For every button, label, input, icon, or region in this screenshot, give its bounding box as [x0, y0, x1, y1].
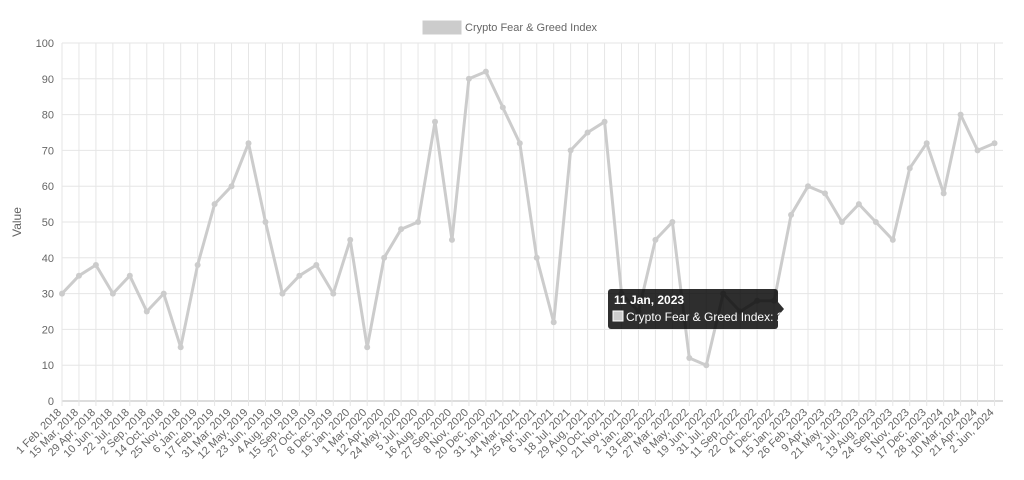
- data-point[interactable]: [872, 219, 879, 225]
- legend-swatch: [422, 20, 462, 35]
- y-tick-label: 40: [42, 253, 54, 265]
- data-point[interactable]: [228, 183, 235, 190]
- data-point[interactable]: [279, 290, 286, 297]
- y-axis: 0 10 20 30 40 50 60 70 80 90 100: [36, 38, 54, 408]
- data-point[interactable]: [262, 219, 269, 225]
- data-point[interactable]: [194, 261, 201, 268]
- tooltip: 11 Jan, 2023 Crypto Fear & Greed Index: …: [608, 289, 790, 329]
- y-tick-label: 90: [42, 74, 54, 86]
- y-tick-label: 80: [42, 110, 54, 122]
- data-point[interactable]: [398, 226, 405, 233]
- data-point[interactable]: [347, 236, 354, 243]
- data-point[interactable]: [550, 319, 557, 326]
- data-point[interactable]: [143, 308, 150, 315]
- data-point[interactable]: [381, 254, 388, 261]
- series-points: [59, 68, 998, 369]
- data-point[interactable]: [788, 211, 795, 218]
- y-axis-label: Value: [10, 207, 24, 237]
- data-point[interactable]: [296, 272, 303, 279]
- data-point[interactable]: [177, 344, 184, 351]
- data-point[interactable]: [567, 147, 574, 154]
- y-tick-label: 0: [48, 396, 54, 408]
- tooltip-caret: [778, 302, 784, 316]
- data-point[interactable]: [499, 104, 506, 111]
- data-point[interactable]: [126, 272, 133, 279]
- data-point[interactable]: [703, 362, 710, 369]
- y-tick-label: 20: [42, 324, 54, 336]
- data-point[interactable]: [160, 290, 167, 297]
- data-point[interactable]: [889, 236, 896, 243]
- data-point[interactable]: [330, 290, 337, 297]
- data-point[interactable]: [415, 219, 422, 225]
- data-point[interactable]: [906, 165, 913, 172]
- data-point[interactable]: [991, 140, 998, 147]
- legend-label: Crypto Fear & Greed Index: [465, 22, 598, 34]
- data-point[interactable]: [652, 236, 659, 243]
- y-tick-label: 50: [42, 217, 54, 229]
- tooltip-swatch: [612, 310, 624, 322]
- data-point[interactable]: [245, 140, 252, 147]
- tooltip-label: Crypto Fear & Greed Index: 26: [626, 310, 790, 324]
- data-point[interactable]: [448, 236, 455, 243]
- y-tick-label: 60: [42, 181, 54, 193]
- data-point[interactable]: [482, 68, 489, 75]
- y-tick-label: 30: [42, 289, 54, 301]
- y-tick-label: 70: [42, 145, 54, 157]
- data-point[interactable]: [432, 118, 439, 125]
- data-point[interactable]: [855, 201, 862, 208]
- y-tick-label: 100: [36, 38, 54, 50]
- tooltip-title: 11 Jan, 2023: [614, 293, 684, 307]
- data-point[interactable]: [821, 190, 828, 197]
- data-point[interactable]: [957, 111, 964, 118]
- legend[interactable]: Crypto Fear & Greed Index: [422, 20, 598, 35]
- y-tick-label: 10: [42, 360, 54, 372]
- data-point[interactable]: [59, 290, 65, 297]
- data-point[interactable]: [364, 344, 371, 351]
- data-point[interactable]: [584, 129, 591, 136]
- data-point[interactable]: [601, 118, 608, 125]
- data-point[interactable]: [838, 219, 845, 225]
- data-point[interactable]: [669, 219, 676, 225]
- grid: [61, 42, 1003, 406]
- data-point[interactable]: [313, 261, 320, 268]
- data-point[interactable]: [533, 254, 540, 261]
- data-point[interactable]: [686, 355, 693, 362]
- data-point[interactable]: [109, 290, 116, 297]
- tooltip-box: [608, 289, 778, 329]
- series-line: [60, 70, 996, 367]
- data-point[interactable]: [805, 183, 812, 190]
- data-point[interactable]: [465, 75, 472, 82]
- data-point[interactable]: [516, 140, 523, 147]
- data-point[interactable]: [923, 140, 930, 147]
- data-point[interactable]: [75, 272, 82, 279]
- data-point[interactable]: [92, 261, 99, 268]
- data-point[interactable]: [940, 190, 947, 197]
- data-point[interactable]: [974, 147, 981, 154]
- data-point[interactable]: [211, 201, 218, 208]
